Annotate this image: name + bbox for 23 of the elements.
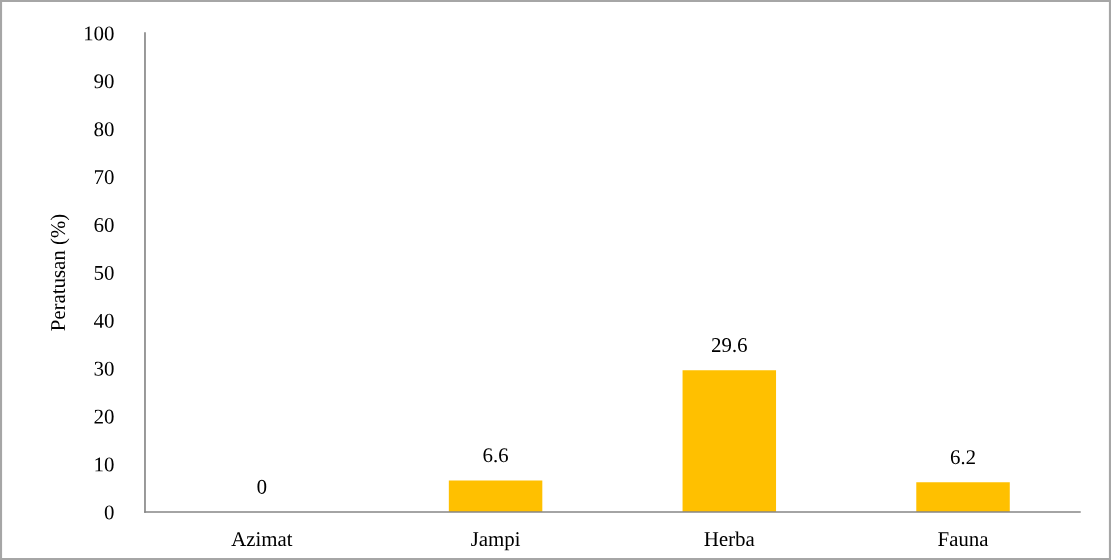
y-tick-label: 10	[95, 457, 114, 472]
data-label: 29.6	[711, 338, 747, 353]
y-axis-title: Peratusan (%)	[50, 214, 70, 331]
y-tick-label: 60	[94, 218, 114, 233]
bar	[682, 370, 777, 513]
x-tick-label: Fauna	[938, 532, 989, 547]
data-label: 0	[257, 479, 267, 494]
data-label: 6.6	[483, 448, 508, 463]
y-tick-label: 100	[85, 26, 114, 41]
y-tick-label: 80	[94, 122, 114, 137]
y-tick-label: 90	[94, 74, 114, 89]
y-tick-label: 0	[104, 505, 114, 520]
y-tick-label: 20	[94, 409, 114, 424]
bar	[448, 480, 543, 513]
y-tick-label: 40	[94, 313, 114, 328]
y-tick-label: 30	[94, 361, 114, 376]
bar	[916, 482, 1010, 513]
x-tick-label: Azimat	[231, 532, 293, 547]
y-tick-label: 50	[94, 265, 114, 280]
x-tick-label: Herba	[704, 531, 755, 547]
y-tick-label: 70	[94, 170, 114, 185]
x-tick-label: Jampi	[471, 532, 521, 551]
data-label: 6.2	[950, 450, 975, 465]
